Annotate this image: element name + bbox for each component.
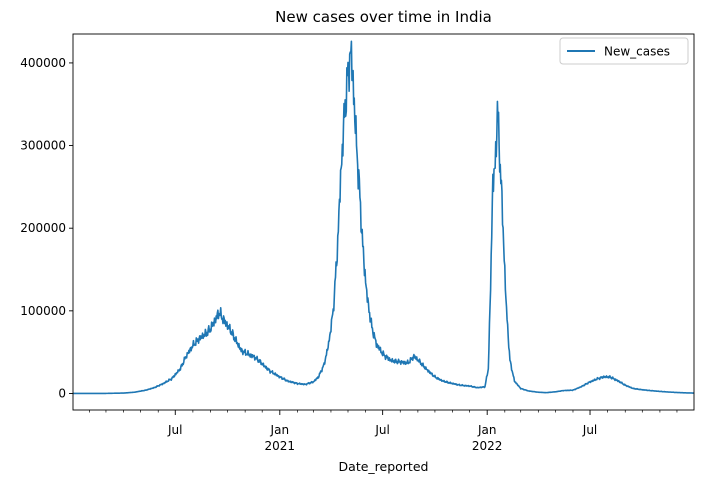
x-tick-label: Jul [374, 423, 389, 437]
y-tick-label: 300000 [20, 139, 66, 153]
series-line-new-cases [73, 40, 694, 395]
legend-box [559, 37, 689, 65]
x-tick-label: Jul [582, 423, 597, 437]
x-tick-year-label: 2021 [265, 439, 296, 453]
x-tick-year-label: 2022 [472, 439, 503, 453]
axes-frame [72, 33, 695, 411]
plot-content [73, 40, 694, 395]
legend: New_cases [559, 37, 689, 65]
x-axis: Jul Jan 2021 Jul Jan 2022 Jul [89, 410, 678, 453]
chart-title: New cases over time in India [275, 8, 492, 26]
x-tick-label: Jul [167, 423, 182, 437]
y-tick-label: 400000 [20, 56, 66, 70]
x-axis-label: Date_reported [339, 459, 429, 474]
y-tick-label: 0 [58, 386, 66, 400]
y-tick-label: 100000 [20, 304, 66, 318]
y-axis: 0 100000 200000 300000 400000 [20, 56, 73, 400]
x-tick-label: Jan [270, 423, 290, 437]
x-tick-label: Jan [477, 423, 497, 437]
legend-label-new-cases: New_cases [604, 45, 670, 59]
y-tick-label: 200000 [20, 221, 66, 235]
